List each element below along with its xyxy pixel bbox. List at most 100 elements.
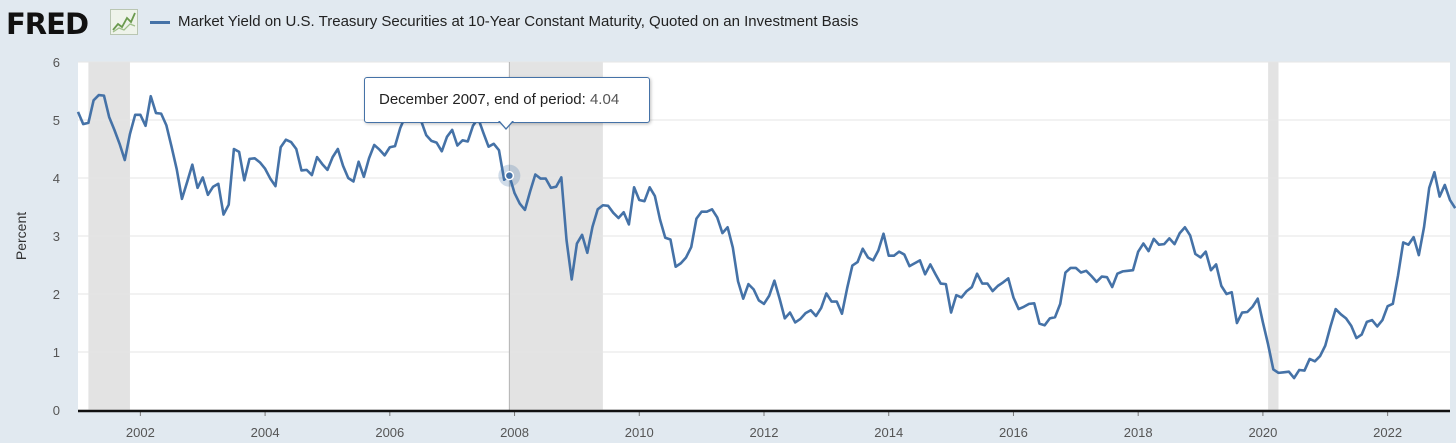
data-point bbox=[820, 307, 822, 309]
data-point bbox=[1418, 254, 1420, 256]
series-title[interactable]: Market Yield on U.S. Treasury Securities… bbox=[178, 13, 859, 30]
data-point bbox=[576, 242, 578, 244]
x-axis-ticks: 2002 2004 2006 2008 2010 2012 2014 2016 2018 2020… bbox=[126, 410, 1402, 440]
data-point bbox=[1334, 308, 1336, 310]
data-point bbox=[830, 300, 832, 302]
data-point bbox=[789, 311, 791, 313]
data-point bbox=[804, 312, 806, 314]
highlight-point[interactable] bbox=[504, 170, 515, 181]
data-point bbox=[1069, 267, 1071, 269]
data-point bbox=[1345, 317, 1347, 319]
data-point bbox=[939, 282, 941, 284]
data-point bbox=[243, 179, 245, 181]
data-point bbox=[196, 187, 198, 189]
data-point bbox=[1127, 270, 1129, 272]
data-point bbox=[1314, 360, 1316, 362]
data-point bbox=[170, 145, 172, 147]
line-chart: 0 1 2 3 4 5 6 2002 2004 2006 2008 2010 2012 2014 2016… bbox=[13, 55, 1456, 440]
data-point bbox=[1251, 306, 1253, 308]
data-point bbox=[550, 187, 552, 189]
data-point bbox=[685, 256, 687, 258]
data-point bbox=[124, 159, 126, 161]
data-point bbox=[1423, 226, 1425, 228]
x-tick-label: 2020 bbox=[1248, 425, 1277, 440]
data-point bbox=[1101, 275, 1103, 277]
y-tick-label: 4 bbox=[53, 171, 60, 186]
y-axis-title: Percent bbox=[13, 212, 29, 260]
data-point bbox=[862, 248, 864, 250]
data-point bbox=[960, 296, 962, 298]
data-point bbox=[1189, 234, 1191, 236]
data-point bbox=[1038, 322, 1040, 324]
data-point bbox=[446, 136, 448, 138]
tooltip-text: December 2007, end of period: 4.04 bbox=[379, 91, 619, 108]
data-point bbox=[981, 282, 983, 284]
data-point bbox=[1412, 236, 1414, 238]
data-point bbox=[1257, 297, 1259, 299]
data-point bbox=[607, 205, 609, 207]
data-point bbox=[919, 259, 921, 261]
data-point bbox=[1043, 324, 1045, 326]
data-point bbox=[882, 232, 884, 234]
data-point bbox=[1386, 305, 1388, 307]
data-point bbox=[1017, 308, 1019, 310]
data-point bbox=[103, 94, 105, 96]
data-point bbox=[976, 273, 978, 275]
data-point bbox=[1288, 371, 1290, 373]
data-point bbox=[659, 219, 661, 221]
data-point bbox=[134, 114, 136, 116]
series-line[interactable] bbox=[76, 93, 1456, 380]
data-point bbox=[737, 280, 739, 282]
data-point bbox=[285, 139, 287, 141]
data-point bbox=[155, 112, 157, 114]
data-point bbox=[342, 165, 344, 167]
y-tick-label: 0 bbox=[53, 403, 60, 418]
data-point bbox=[524, 209, 526, 211]
data-point bbox=[1142, 242, 1144, 244]
data-point bbox=[1049, 317, 1051, 319]
data-point bbox=[591, 226, 593, 228]
data-point bbox=[1282, 371, 1284, 373]
data-point bbox=[1158, 244, 1160, 246]
data-point bbox=[144, 125, 146, 127]
data-point bbox=[1012, 296, 1014, 298]
data-point bbox=[222, 213, 224, 215]
data-point bbox=[763, 303, 765, 305]
data-point bbox=[1194, 253, 1196, 255]
x-tick-label: 2008 bbox=[500, 425, 529, 440]
data-point bbox=[654, 195, 656, 197]
data-point bbox=[638, 199, 640, 201]
data-point bbox=[274, 185, 276, 187]
data-point bbox=[1360, 333, 1362, 335]
data-point bbox=[467, 140, 469, 142]
data-point bbox=[732, 246, 734, 248]
data-point bbox=[378, 148, 380, 150]
data-point bbox=[586, 252, 588, 254]
data-point bbox=[716, 216, 718, 218]
data-point bbox=[269, 177, 271, 179]
data-point bbox=[92, 99, 94, 101]
data-point bbox=[129, 133, 131, 135]
data-point bbox=[648, 186, 650, 188]
data-point bbox=[581, 234, 583, 236]
data-point bbox=[1132, 269, 1134, 271]
data-point bbox=[628, 223, 630, 225]
data-point bbox=[539, 177, 541, 179]
data-point bbox=[622, 211, 624, 213]
data-point bbox=[841, 313, 843, 315]
x-tick-label: 2014 bbox=[874, 425, 903, 440]
data-point bbox=[794, 321, 796, 323]
data-point bbox=[165, 124, 167, 126]
data-point bbox=[545, 177, 547, 179]
x-tick-label: 2010 bbox=[625, 425, 654, 440]
data-point bbox=[1231, 291, 1233, 293]
data-point bbox=[560, 176, 562, 178]
data-point bbox=[1433, 171, 1435, 173]
data-point bbox=[513, 192, 515, 194]
data-point bbox=[799, 318, 801, 320]
fred-logo[interactable]: FRED bbox=[6, 7, 89, 41]
data-point bbox=[82, 123, 84, 125]
data-point bbox=[1449, 199, 1451, 201]
data-point bbox=[264, 168, 266, 170]
data-point bbox=[742, 297, 744, 299]
